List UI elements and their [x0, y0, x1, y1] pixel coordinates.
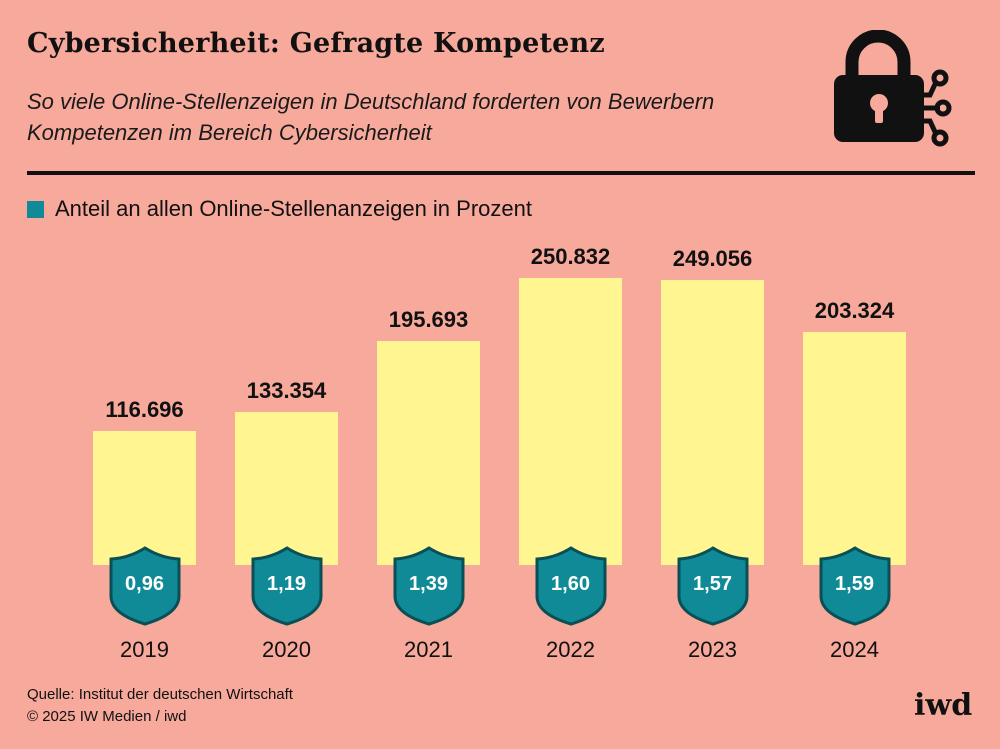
- bar-2021: [377, 341, 480, 565]
- share-value-label: 1,60: [551, 573, 590, 595]
- bar-2024: [803, 332, 906, 565]
- share-value-label: 1,57: [693, 573, 732, 595]
- source-note: Quelle: Institut der deutschen Wirtschaf…: [27, 684, 293, 728]
- bar-2019: [93, 431, 196, 565]
- x-tick-label: 2022: [546, 637, 595, 662]
- legend-label: Anteil an allen Online-Stellenanzeigen i…: [55, 196, 532, 221]
- bar-value-label: 195.693: [388, 307, 469, 333]
- chart-subtitle: So viele Online-Stellenzeigen in Deutsch…: [27, 89, 715, 145]
- bar-2022: [519, 278, 622, 565]
- x-tick-label: 2019: [120, 637, 169, 662]
- share-value-label: 1,39: [409, 573, 448, 595]
- copyright-text: © 2025 IW Medien / iwd: [27, 708, 187, 725]
- bar-2023: [661, 280, 764, 565]
- legend: Anteil an allen Online-Stellenanzeigen i…: [27, 196, 532, 222]
- share-value-label: 0,96: [125, 573, 164, 595]
- x-tick-label: 2023: [688, 637, 737, 662]
- source-text: Quelle: Institut der deutschen Wirtschaf…: [27, 686, 293, 703]
- legend-swatch: [27, 200, 44, 218]
- x-tick-label: 2021: [404, 637, 453, 662]
- x-tick-label: 2024: [830, 637, 879, 662]
- bar-value-label: 116.696: [105, 397, 184, 423]
- chart-title: Cybersicherheit: Gefragte Kompetenz: [27, 28, 605, 59]
- share-shield-icon: 1,60: [531, 546, 611, 626]
- share-shield-icon: 1,19: [247, 546, 327, 626]
- bar-2020: [235, 412, 338, 565]
- share-value-label: 1,59: [835, 573, 874, 595]
- bar-value-label: 133.354: [246, 378, 327, 404]
- share-value-label: 1,19: [267, 573, 306, 595]
- share-shield-icon: 1,57: [673, 546, 753, 626]
- bar-value-label: 250.832: [530, 244, 611, 269]
- x-tick-label: 2020: [262, 637, 311, 662]
- bar-value-label: 249.056: [672, 246, 753, 272]
- header-divider: [27, 171, 975, 175]
- bar-value-label: 203.324: [814, 298, 895, 324]
- iwd-logo: iwd: [914, 688, 973, 723]
- lock-network-icon: [834, 30, 952, 147]
- share-shield-icon: 1,59: [815, 546, 895, 626]
- share-shield-icon: 1,39: [389, 546, 469, 626]
- share-shield-icon: 0,96: [105, 546, 185, 626]
